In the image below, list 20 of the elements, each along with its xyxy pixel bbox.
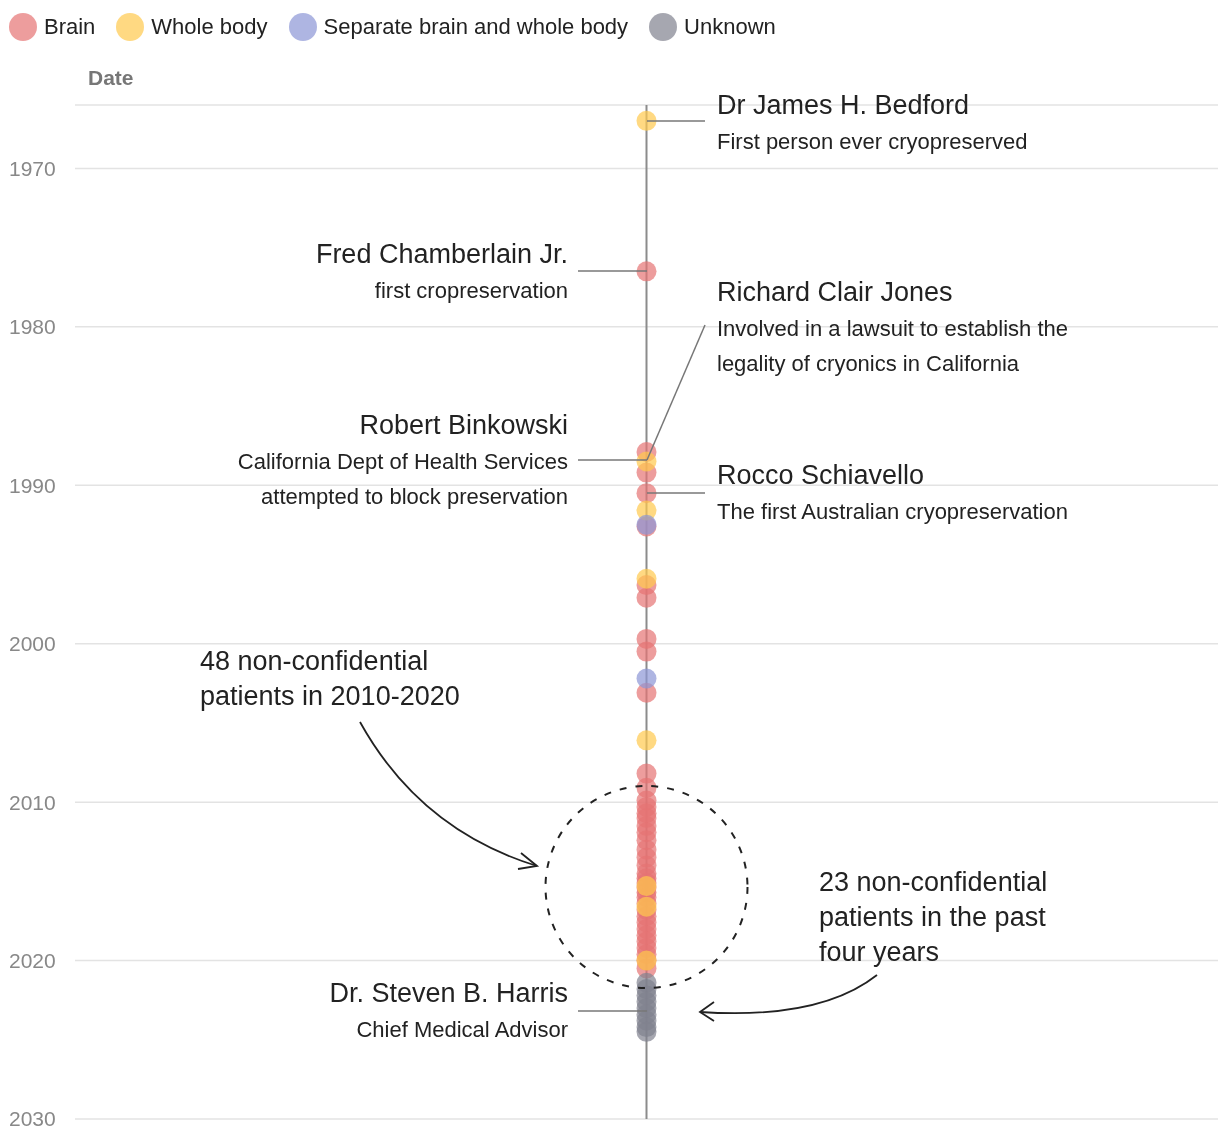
legend-label: Unknown (684, 14, 776, 40)
y-tick-label: 1970 (9, 156, 56, 180)
annotation: Robert Binkowski California Dept of Health Services attempted to block preservation (236, 409, 568, 511)
legend-label: Brain (44, 14, 96, 40)
annotation: 23 non-confidential patients in the past four years (819, 866, 1049, 969)
y-axis-title: Date (88, 66, 134, 90)
y-tick-label: 2020 (9, 949, 56, 973)
y-tick-label: 1980 (9, 315, 56, 339)
annotation: Rocco Schiavello The first Australian cryopreservation (717, 459, 1069, 526)
y-tick-label: 2000 (9, 632, 56, 656)
annotation: 48 non-confidential patients in 2010-2020 (200, 645, 461, 713)
legend-label: Whole body (151, 14, 268, 40)
annotation: Dr. Steven B. Harris Chief Medical Advisor (328, 977, 568, 1044)
annotation: Richard Clair Jones Involved in a lawsuit to establish the legality of cryonics in California (717, 276, 1069, 378)
y-tick-label: 2010 (9, 790, 56, 814)
annotation: Fred Chamberlain Jr. first cropreservation (314, 238, 568, 305)
legend-label: Separate brain and whole body (323, 14, 629, 40)
y-tick-label: 2030 (9, 1107, 56, 1131)
annotation: Dr James H. Bedford First person ever cryopreserved (717, 89, 1029, 156)
y-tick-label: 1990 (9, 473, 56, 497)
